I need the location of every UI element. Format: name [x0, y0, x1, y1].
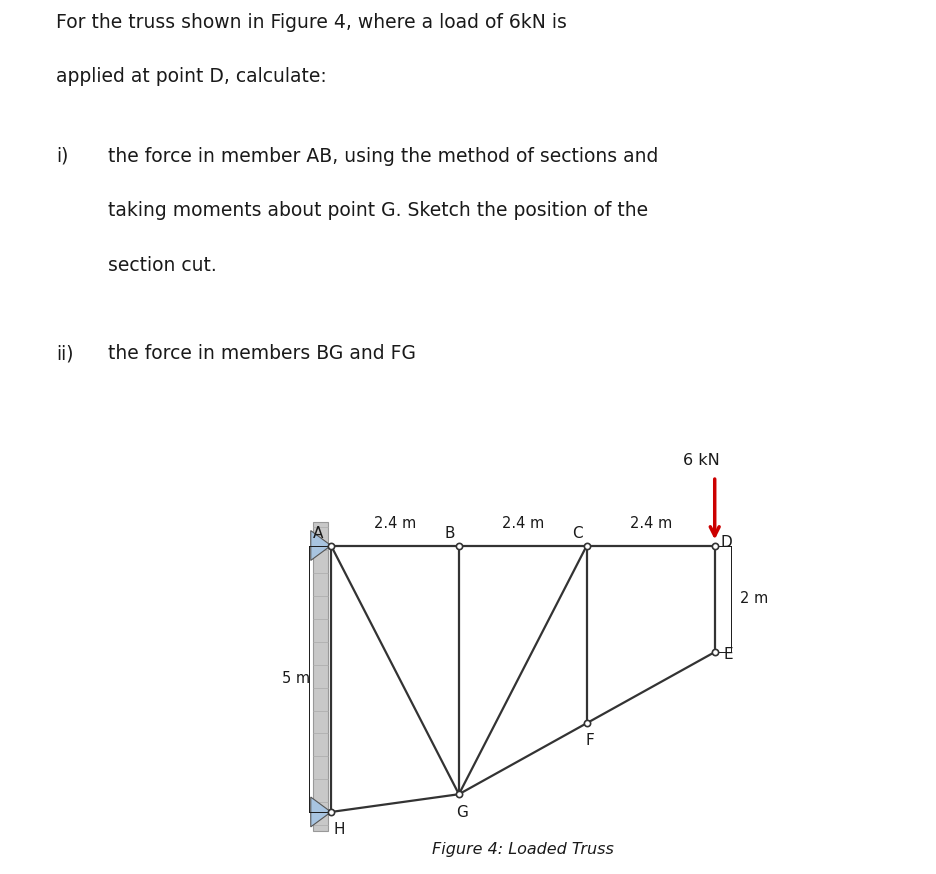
Text: B: B	[444, 526, 455, 541]
Text: E: E	[724, 648, 733, 662]
Text: A: A	[313, 526, 323, 541]
Text: 2.4 m: 2.4 m	[502, 516, 544, 531]
Text: section cut.: section cut.	[108, 256, 216, 275]
Text: 6 kN: 6 kN	[682, 454, 720, 468]
Text: 2.4 m: 2.4 m	[630, 516, 672, 531]
Text: i): i)	[56, 147, 68, 166]
Text: ii): ii)	[56, 344, 74, 363]
Polygon shape	[311, 531, 331, 560]
Text: G: G	[456, 805, 467, 821]
Text: D: D	[721, 536, 732, 551]
Text: F: F	[585, 732, 593, 747]
Text: the force in member AB, using the method of sections and: the force in member AB, using the method…	[108, 147, 658, 166]
Text: Figure 4: Loaded Truss: Figure 4: Loaded Truss	[431, 843, 614, 857]
Text: For the truss shown in Figure 4, where a load of 6kN is: For the truss shown in Figure 4, where a…	[56, 12, 567, 31]
Text: taking moments about point G. Sketch the position of the: taking moments about point G. Sketch the…	[108, 201, 648, 220]
Text: 2.4 m: 2.4 m	[373, 516, 417, 531]
Text: C: C	[572, 526, 582, 541]
Text: H: H	[333, 822, 344, 836]
Polygon shape	[314, 522, 329, 830]
Text: the force in members BG and FG: the force in members BG and FG	[108, 344, 416, 363]
Text: 2 m: 2 m	[740, 592, 768, 607]
Text: applied at point D, calculate:: applied at point D, calculate:	[56, 67, 327, 87]
Polygon shape	[311, 797, 331, 827]
Text: 5 m: 5 m	[283, 671, 311, 686]
